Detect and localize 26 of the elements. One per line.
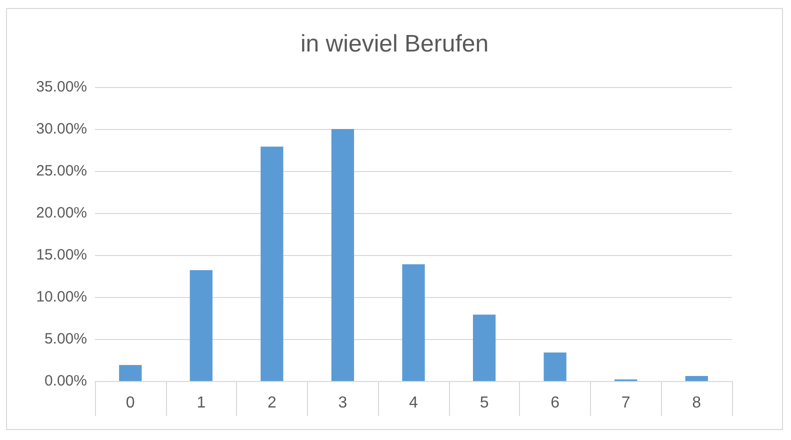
x-tick-label: 4 [409,394,418,412]
x-tick-label: 2 [267,394,276,412]
x-tick-label: 3 [338,394,348,412]
bar [190,270,212,381]
x-tick-label: 1 [196,394,206,412]
bar [119,365,142,381]
bar [472,314,496,381]
y-tick-label: 35.00% [36,78,87,96]
chart-title: in wieviel Berufen [300,30,489,58]
y-tick-label: 25.00% [36,162,87,180]
y-tick-label: 10.00% [36,288,87,306]
bar [544,352,566,381]
y-tick-label: 15.00% [36,246,87,264]
x-tick-label: 0 [126,394,135,412]
y-tick-label: 5.00% [44,330,87,348]
bar [260,146,284,381]
x-tick-label: 5 [480,394,489,412]
x-tick-label: 7 [621,394,630,412]
bar [402,264,425,381]
y-tick-label: 0.00% [44,372,87,390]
bar [331,129,354,381]
bar [685,376,708,381]
x-tick-label: 6 [550,394,560,412]
y-tick-label: 30.00% [36,120,87,138]
y-tick-label: 20.00% [36,204,87,222]
x-tick-label: 8 [692,394,702,412]
